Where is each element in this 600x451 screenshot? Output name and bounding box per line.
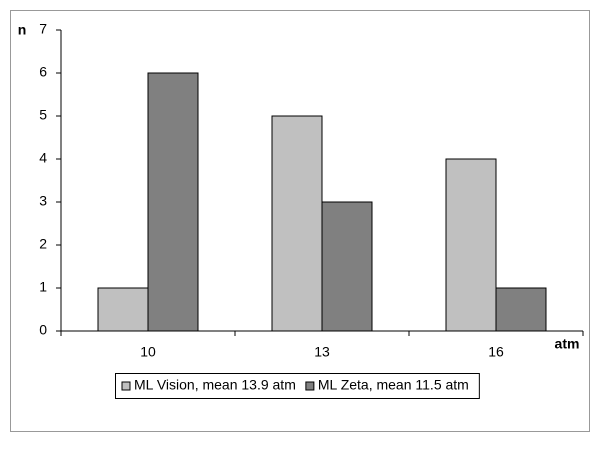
legend-swatch — [305, 381, 315, 391]
y-tick-label: 2 — [39, 236, 47, 252]
bar — [147, 72, 199, 332]
bar — [271, 115, 323, 332]
x-tick-label: 13 — [314, 344, 330, 360]
bar — [321, 201, 373, 332]
x-tick-label: 16 — [488, 344, 504, 360]
y-tick-label: 6 — [39, 64, 47, 80]
bar — [97, 287, 149, 332]
y-tick-label: 0 — [39, 322, 47, 338]
legend-swatch — [121, 381, 131, 391]
y-tick-label: 7 — [39, 21, 47, 37]
bar — [495, 287, 547, 332]
legend-label: ML Zeta, mean 11.5 atm — [318, 377, 469, 393]
legend — [115, 373, 480, 399]
y-tick-label: 5 — [39, 107, 47, 123]
x-tick-label: 10 — [140, 344, 156, 360]
y-tick-label: 1 — [39, 279, 47, 295]
y-tick-label: 4 — [39, 150, 47, 166]
y-axis-label: n — [18, 22, 27, 38]
bar — [445, 158, 497, 332]
x-axis-label: atm — [555, 336, 580, 352]
y-tick-label: 3 — [39, 193, 47, 209]
legend-label: ML Vision, mean 13.9 atm — [134, 377, 296, 393]
